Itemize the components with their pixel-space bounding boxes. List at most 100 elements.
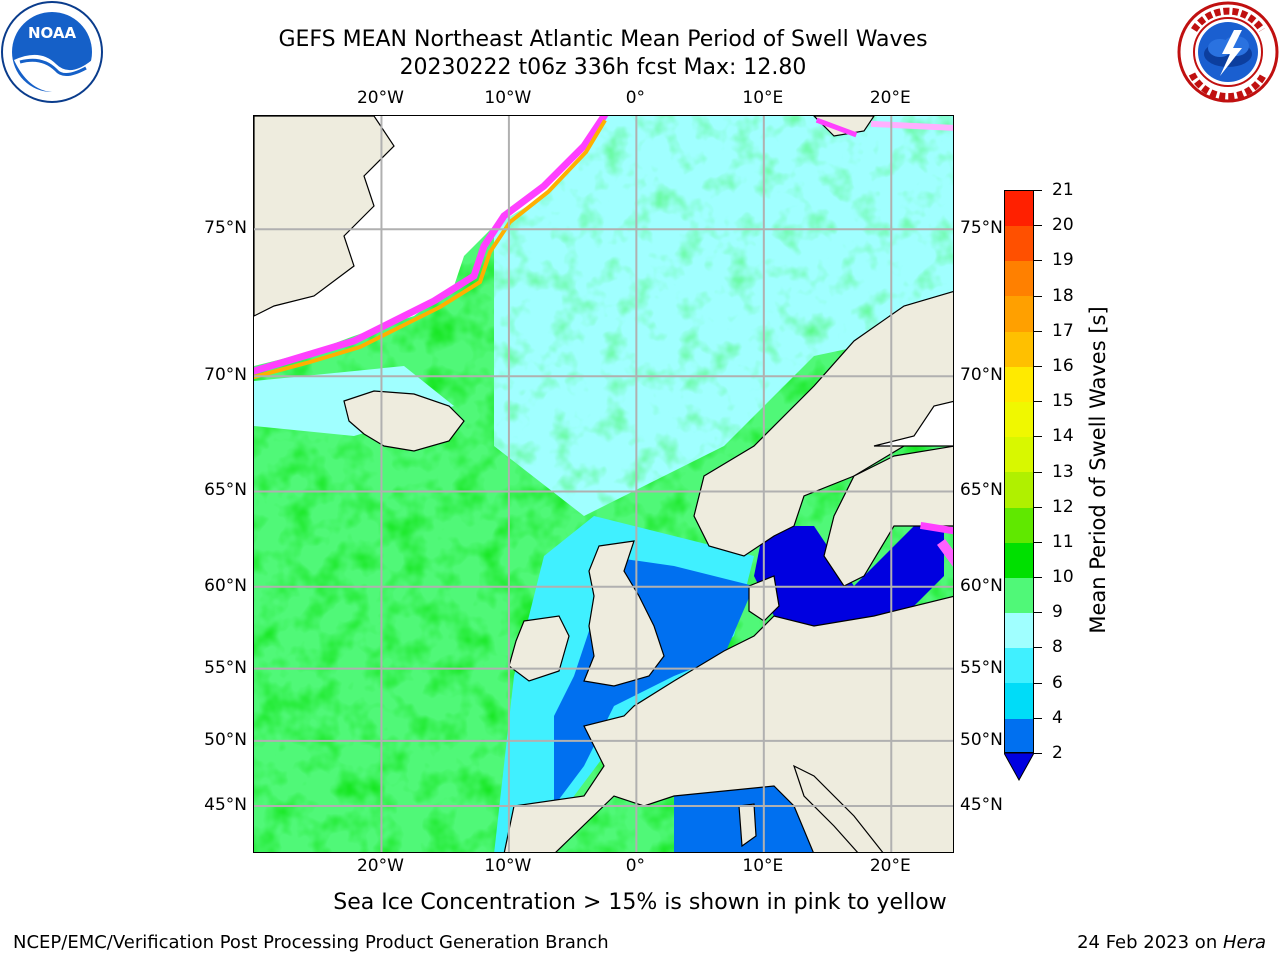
colorbar-tick-label: 15 [1052, 391, 1074, 412]
colorbar-tick [1034, 541, 1042, 543]
colorbar-tick [1034, 190, 1042, 191]
lat-tick-label-right: 75°N [960, 218, 1003, 239]
colorbar-tick [1034, 471, 1042, 473]
lon-tick-label-top: 20°E [869, 88, 911, 108]
colorbar-tick-label: 2 [1052, 743, 1063, 763]
sweden-finland [823, 445, 953, 587]
map-frame [253, 115, 954, 853]
continental-europe [503, 595, 953, 852]
map-plot [254, 116, 953, 852]
colorbar-segment [1004, 401, 1034, 438]
machine-name: Hera [1222, 932, 1266, 953]
colorbar-tick [1034, 295, 1042, 297]
colorbar-frame [1004, 190, 1034, 753]
colorbar-tick [1034, 436, 1042, 438]
lon-tick-label-bottom: 20°W [356, 856, 404, 876]
colorbar-segment [1004, 225, 1034, 262]
lon-tick-label-top: 20°W [356, 88, 404, 108]
colorbar-extend-arrow [1004, 753, 1034, 781]
generation-date: 24 Feb 2023 on Hera [1077, 932, 1266, 953]
colorbar-tick [1034, 365, 1042, 367]
colorbar-tick [1034, 612, 1042, 614]
colorbar-tick [1034, 401, 1042, 403]
lon-tick-label-bottom: 10°E [742, 856, 784, 876]
colorbar-tick-label: 6 [1052, 672, 1063, 693]
colorbar-tick-label: 21 [1052, 180, 1074, 200]
colorbar-tick [1034, 753, 1042, 754]
colorbar-tick-label: 8 [1052, 637, 1063, 658]
lon-tick-label-bottom: 20°E [869, 856, 911, 876]
svalbard [813, 116, 875, 137]
colorbar-segment [1004, 436, 1034, 473]
nws-logo [1177, 1, 1279, 103]
colorbar-tick [1034, 260, 1042, 262]
lat-tick-label-right: 50°N [960, 729, 1003, 750]
lat-tick-label-right: 55°N [960, 657, 1003, 678]
ireland [508, 615, 570, 682]
lat-tick-label-right: 60°N [960, 575, 1003, 596]
lon-tick-label-top: 10°E [742, 88, 784, 108]
colorbar-segment [1004, 541, 1034, 578]
colorbar-segment [1004, 577, 1034, 614]
colorbar-tick-label: 17 [1052, 320, 1074, 341]
colorbar-tick-label: 12 [1052, 496, 1074, 517]
lat-tick-label-left: 65°N [204, 480, 247, 501]
noaa-logo-text: NOAA [28, 24, 77, 42]
producer-credit: NCEP/EMC/Verification Post Processing Pr… [13, 932, 609, 953]
colorbar-segment [1004, 506, 1034, 543]
colorbar-title: Mean Period of Swell Waves [s] [1086, 306, 1110, 634]
lat-tick-label-left: 60°N [204, 575, 247, 596]
greenland [254, 116, 395, 317]
colorbar-tick [1034, 647, 1042, 649]
colorbar-tick-label: 14 [1052, 426, 1074, 447]
great-britain [583, 540, 665, 687]
field-norwegian-sea [494, 116, 953, 516]
colorbar [1004, 190, 1042, 781]
colorbar-segment [1004, 295, 1034, 332]
chart-title: GEFS MEAN Northeast Atlantic Mean Period… [278, 27, 928, 52]
lat-tick-label-left: 50°N [204, 729, 247, 750]
colorbar-segment [1004, 190, 1034, 226]
field-baltic [754, 526, 944, 626]
colorbar-tick-label: 19 [1052, 250, 1074, 271]
lon-tick-label-bottom: 10°W [484, 856, 532, 876]
lat-tick-label-right: 70°N [960, 365, 1003, 386]
colorbar-segment [1004, 471, 1034, 508]
norway [693, 290, 953, 557]
colorbar-tick-label: 11 [1052, 531, 1074, 552]
colorbar-tick [1034, 682, 1042, 684]
lat-tick-label-left: 70°N [204, 365, 247, 386]
colorbar-tick-label: 16 [1052, 355, 1074, 376]
colorbar-segment [1004, 612, 1034, 649]
colorbar-segment [1004, 647, 1034, 684]
colorbar-tick [1034, 577, 1042, 579]
colorbar-tick [1034, 225, 1042, 227]
corsica-sardinia [738, 803, 757, 848]
italy [792, 764, 884, 852]
colorbar-segment [1004, 365, 1034, 402]
colorbar-tick-label: 13 [1052, 461, 1074, 482]
lon-tick-label-bottom: 0° [625, 856, 646, 876]
sea-ice-note: Sea Ice Concentration > 15% is shown in … [333, 890, 947, 915]
colorbar-tick-label: 4 [1052, 707, 1063, 728]
colorbar-tick-label: 20 [1052, 215, 1074, 236]
colorbar-segment [1004, 717, 1034, 754]
lat-tick-label-right: 65°N [960, 480, 1003, 501]
date-prefix: 24 Feb 2023 on [1077, 932, 1223, 953]
lat-tick-label-left: 45°N [204, 794, 247, 815]
colorbar-segment [1004, 260, 1034, 297]
lon-tick-label-top: 10°W [484, 88, 532, 108]
lat-tick-label-left: 55°N [204, 657, 247, 678]
colorbar-segment [1004, 682, 1034, 719]
colorbar-tick-label: 10 [1052, 567, 1074, 588]
colorbar-segment [1004, 330, 1034, 367]
chart-subtitle: 20230222 t06z 336h fcst Max: 12.80 [399, 55, 807, 80]
colorbar-tick-label: 9 [1052, 602, 1063, 623]
gulf-of-bothnia-ice [873, 400, 953, 447]
colorbar-tick [1034, 717, 1042, 719]
colorbar-tick [1034, 330, 1042, 332]
lon-tick-label-top: 0° [625, 88, 646, 108]
iceland [343, 390, 465, 452]
lat-tick-label-left: 75°N [204, 218, 247, 239]
land-masses [254, 116, 953, 852]
